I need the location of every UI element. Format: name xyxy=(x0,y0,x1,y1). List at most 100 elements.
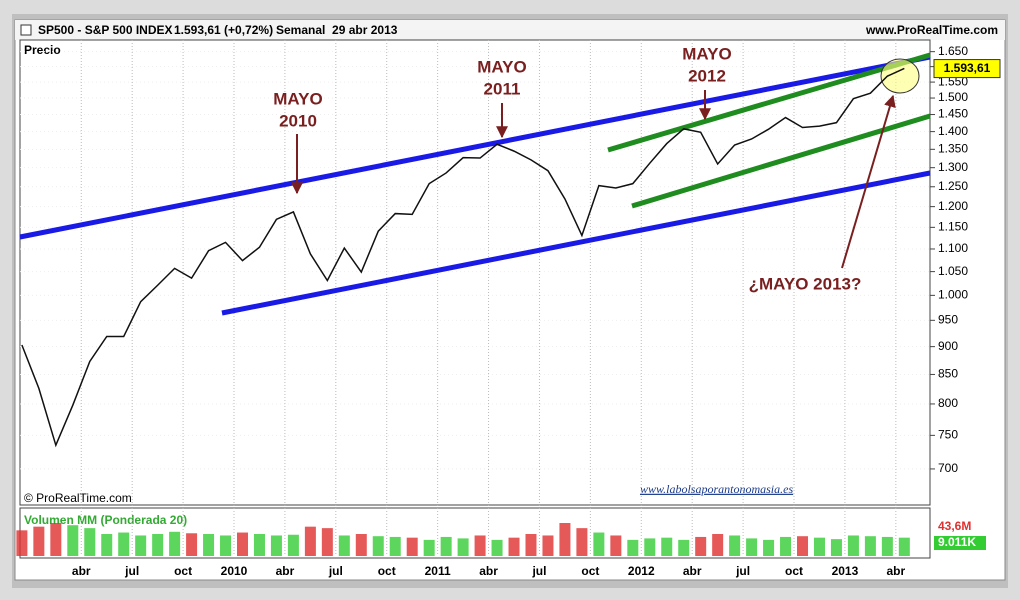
volume-bar xyxy=(389,536,401,556)
annotation: 2012 xyxy=(688,66,726,85)
header-title: SP500 - S&P 500 INDEX xyxy=(38,23,173,37)
x-tick-label: abr xyxy=(72,564,91,578)
volume-bar xyxy=(661,537,673,556)
volume-bar xyxy=(593,532,605,556)
y-tick-label: 800 xyxy=(938,396,958,410)
y-tick-label: 1.000 xyxy=(938,288,968,302)
volume-bar xyxy=(457,538,469,556)
volume-bar xyxy=(186,533,198,556)
volume-bar xyxy=(118,532,130,556)
volume-bar xyxy=(678,539,690,556)
x-tick-label: abr xyxy=(886,564,905,578)
volume-bar xyxy=(169,531,181,556)
icon xyxy=(20,24,32,36)
x-tick-label: jul xyxy=(735,564,750,578)
y-tick-label: 1.200 xyxy=(938,199,968,213)
header-source: www.ProRealTime.com xyxy=(865,23,998,37)
header-period: Semanal 29 abr 2013 xyxy=(276,23,398,37)
volume-bar xyxy=(135,535,147,556)
x-tick-label: 2013 xyxy=(832,564,859,578)
volume-bar xyxy=(101,534,113,556)
y-tick-label: 1.350 xyxy=(938,141,968,155)
watermark: www.labolsaporantonomasia.es xyxy=(640,482,793,496)
layer: 1.6501.6001.5501.5001.4501.4001.3501.300… xyxy=(16,40,986,578)
arrow xyxy=(841,94,896,269)
channel-lower xyxy=(631,113,931,209)
annotation: 2010 xyxy=(279,111,317,130)
volume-bar xyxy=(304,526,316,556)
y-tick-label: 1.450 xyxy=(938,107,968,121)
volume-bar xyxy=(746,538,758,556)
volume-bar xyxy=(644,538,656,556)
volume-bar xyxy=(423,539,435,556)
highlight-circle xyxy=(880,58,920,94)
y-tick-label: 1.150 xyxy=(938,220,968,234)
volume-bar xyxy=(864,536,876,556)
volume-bar xyxy=(542,535,554,556)
volume-bar xyxy=(712,534,724,556)
volume-bar xyxy=(780,536,792,556)
volume-bar xyxy=(440,536,452,556)
x-tick-label: jul xyxy=(531,564,546,578)
copyright: © ProRealTime.com xyxy=(24,491,132,505)
channel-upper xyxy=(607,52,931,153)
y-tick-label: 700 xyxy=(938,461,958,475)
x-tick-label: 2010 xyxy=(221,564,248,578)
volume-bar xyxy=(576,528,588,556)
volume-bar xyxy=(321,528,333,556)
volume-bar xyxy=(474,535,486,556)
volume-bar xyxy=(525,534,537,556)
annotation: MAYO xyxy=(682,44,731,63)
y-tick-label: 950 xyxy=(938,312,958,326)
volume-bar xyxy=(898,537,910,556)
x-tick-label: jul xyxy=(328,564,343,578)
x-tick-label: abr xyxy=(479,564,498,578)
y-tick-label: 1.650 xyxy=(938,44,968,58)
volume-label: Volumen MM (Ponderada 20) xyxy=(24,513,187,527)
volume-bar xyxy=(84,528,96,556)
last-price-label: 1.593,61 xyxy=(944,61,991,75)
last-price-tag xyxy=(933,59,1001,79)
panel-label: Precio xyxy=(24,43,61,57)
volume-bar xyxy=(203,534,215,556)
header-bar xyxy=(15,20,1005,40)
y-tick-label: 1.400 xyxy=(938,124,968,138)
volume-bar xyxy=(797,536,809,556)
y-tick-label: 1.050 xyxy=(938,264,968,278)
volume-bar xyxy=(406,537,418,556)
volume-bar xyxy=(491,539,503,556)
volume-bar xyxy=(287,534,299,556)
volume-last-label: 9.011K xyxy=(938,535,976,549)
volume-bar xyxy=(270,535,282,556)
volume-bar xyxy=(813,537,825,556)
annotation: MAYO xyxy=(477,57,526,76)
volume-bar xyxy=(220,535,232,556)
volume-tag xyxy=(934,520,986,534)
volume-bar xyxy=(338,535,350,556)
plot-area xyxy=(19,39,931,506)
y-tick-label: 900 xyxy=(938,339,958,353)
x-tick-label: abr xyxy=(276,564,295,578)
y-tick-label: 1.100 xyxy=(938,241,968,255)
volume-bar xyxy=(559,523,571,556)
volume-bar xyxy=(627,539,639,556)
x-tick-label: oct xyxy=(174,564,192,578)
annotation: 2011 xyxy=(484,79,521,98)
y-tick-label: 1.250 xyxy=(938,179,968,193)
volume-bar xyxy=(16,530,28,556)
trend-upper xyxy=(19,54,931,240)
volume-bar xyxy=(729,535,741,556)
x-tick-label: 2011 xyxy=(425,564,451,578)
y-tick-label: 1.300 xyxy=(938,160,968,174)
x-tick-label: oct xyxy=(581,564,599,578)
trend-lower xyxy=(221,170,931,316)
volume-tag xyxy=(934,536,986,550)
volume-bar xyxy=(355,534,367,556)
price-line xyxy=(21,67,905,448)
x-tick-label: oct xyxy=(785,564,803,578)
x-tick-label: jul xyxy=(124,564,139,578)
x-tick-label: oct xyxy=(378,564,396,578)
y-tick-label: 1.500 xyxy=(938,90,968,104)
